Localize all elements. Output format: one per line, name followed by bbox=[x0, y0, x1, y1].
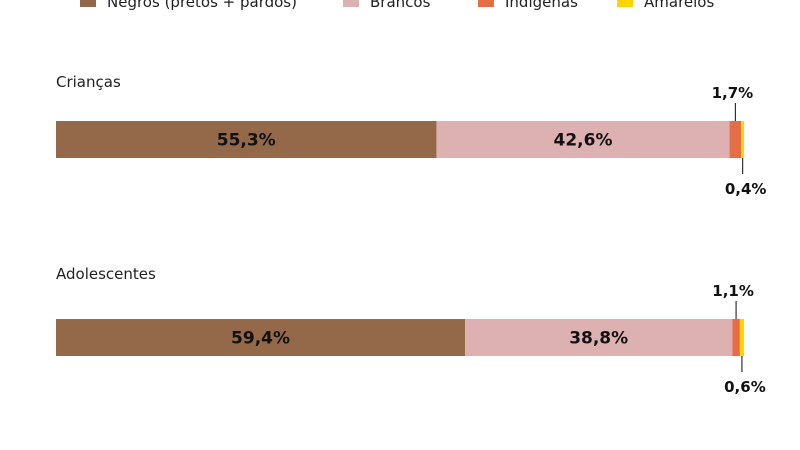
bar-segment-4 bbox=[741, 121, 744, 158]
bar-group-adolescentes: Adolescentes 59,4% 38,8% 1,1% 0,6% bbox=[56, 265, 766, 396]
callout-value-label: 0,4% bbox=[725, 180, 767, 198]
bar-value-label: 55,3% bbox=[217, 131, 276, 151]
legend-label-brancos: Brancos bbox=[370, 0, 431, 11]
bar-segment-1 bbox=[56, 319, 466, 356]
bar-groups: Crianças 55,3% 42,6% 1,7% 0,4% Adolescentes 59… bbox=[56, 73, 766, 396]
bar-segment-2 bbox=[465, 319, 733, 356]
legend-label-negros-pretos-pardos: Negros (pretos + pardos) bbox=[107, 0, 297, 11]
callout-value-label: 1,7% bbox=[712, 84, 754, 102]
bar-segment-2 bbox=[436, 121, 730, 158]
legend-swatch-brancos bbox=[343, 0, 359, 7]
bar-value-label: 38,8% bbox=[569, 329, 628, 349]
legend: Negros (pretos + pardos) Brancos Indígenas… bbox=[80, 0, 714, 11]
group-label: Adolescentes bbox=[56, 265, 156, 283]
bar-value-label: 42,6% bbox=[554, 131, 613, 151]
legend-swatch-amarelos bbox=[617, 0, 633, 7]
bar-value-label: 59,4% bbox=[231, 329, 290, 349]
legend-swatch-negros-pretos-pardos bbox=[80, 0, 96, 7]
bar-segment-3 bbox=[732, 319, 740, 356]
legend-swatch-indigenas bbox=[478, 0, 494, 7]
legend-label-amarelos: Amarelos bbox=[644, 0, 714, 11]
legend-label-indigenas: Indígenas bbox=[505, 0, 578, 11]
bar-group-criancas: Crianças 55,3% 42,6% 1,7% 0,4% bbox=[56, 73, 766, 198]
bar-segment-3 bbox=[729, 121, 742, 158]
callout-value-label: 0,6% bbox=[724, 378, 766, 396]
bar-segment-4 bbox=[739, 319, 744, 356]
callout-value-label: 1,1% bbox=[712, 282, 754, 300]
group-label: Crianças bbox=[56, 73, 121, 91]
bar-segment-1 bbox=[56, 121, 437, 158]
